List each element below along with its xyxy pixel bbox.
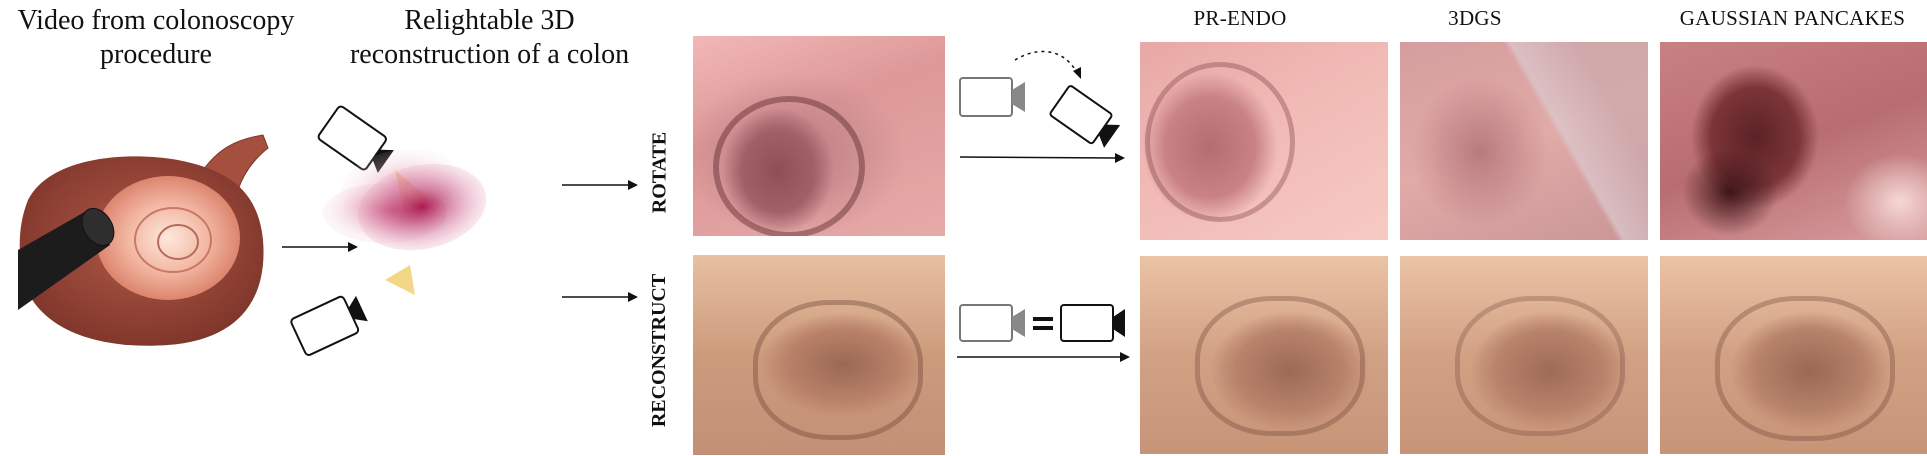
camera-gray-icon [959,304,1025,342]
colon-endoscope-illustration [18,134,269,346]
camera-rotated-icon [1049,85,1121,148]
arrow-video-to-recon [282,242,358,252]
reconstruct-3dgs-image [1400,256,1648,454]
reconstruct-pr-endo-image [1140,256,1388,454]
camera-black-icon [1060,304,1125,342]
reconstruct-camera-diagram [957,304,1130,362]
input-video-title: Video from colonoscopy procedure [17,5,295,70]
rotate-reference-image [693,36,945,236]
rotate-3dgs-image [1400,42,1648,240]
gaussian-recon-illustration [290,105,487,356]
recon-title: Relightable 3D reconstruction of a colon [349,5,630,70]
arrow-recon-to-rotate [562,180,638,190]
camera-gray-icon [959,77,1025,117]
col-header-gaussian-pancakes: GAUSSIAN PANCAKES [1679,6,1906,30]
row-label-rotate: ROTATE [648,131,671,213]
reconstruct-gaussian-pancakes-image [1660,256,1927,454]
camera-bottom-icon [290,295,368,356]
rotate-gaussian-pancakes-image [1660,42,1927,240]
reconstruct-reference-image [693,255,945,455]
col-header-pr-endo: PR-ENDO [1193,6,1287,30]
arrow-recon-to-reconstruct [562,292,638,302]
rotate-pr-endo-image [1140,42,1388,240]
rotate-camera-diagram [959,50,1125,163]
row-label-reconstruct: RECONSTRUCT [648,273,671,427]
col-header-3dgs: 3DGS [1448,6,1502,30]
